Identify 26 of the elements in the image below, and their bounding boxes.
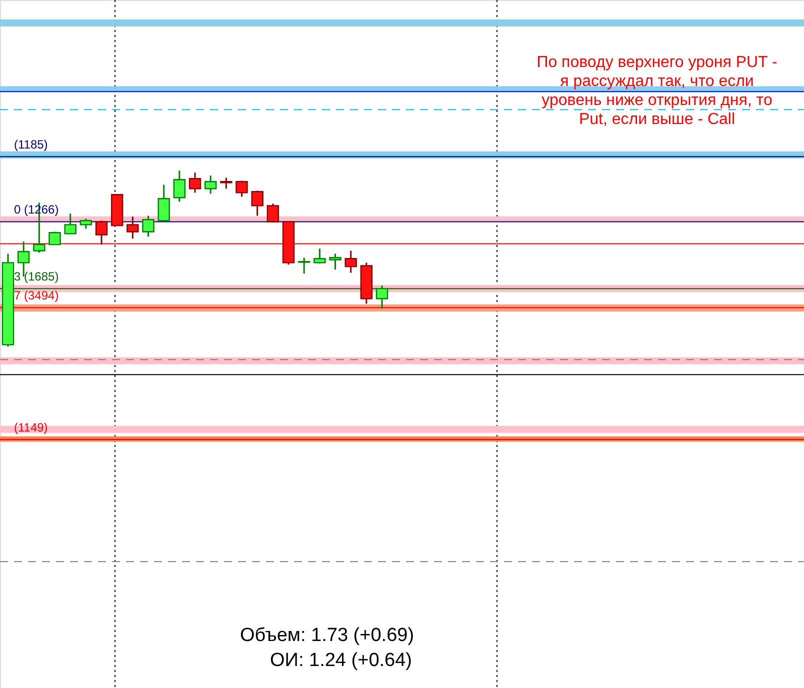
candlestick (298, 256, 310, 274)
candlestick (80, 218, 92, 230)
candlestick (126, 216, 139, 240)
candlestick (173, 170, 186, 202)
candlestick (329, 252, 342, 270)
candlestick (142, 214, 154, 238)
candlestick (204, 174, 217, 194)
candlestick (158, 184, 170, 222)
annotation: ОИ: 1.24 (+0.64) (270, 650, 412, 671)
candlestick (251, 190, 264, 216)
annotation: Объем: 1.73 (+0.69) (240, 625, 414, 646)
candlestick (188, 172, 202, 194)
annotation: 3 (1685) (14, 270, 59, 284)
candlestick (266, 202, 280, 224)
candlestick (344, 250, 357, 274)
candlestick (236, 180, 248, 198)
annotation: 7 (3494) (14, 288, 59, 303)
annotation: (1185) (14, 138, 48, 152)
candlestick (376, 284, 388, 310)
candlestick (48, 230, 61, 246)
candlestick (64, 212, 76, 234)
annotation: (1149) (14, 420, 48, 435)
text: По поводу верхнего уроня PUT - я рассуждал так, что если уровень ниже открытия дня, то Put, если выше - Call (536, 54, 778, 128)
candlestick (314, 248, 326, 264)
candlestick (220, 176, 232, 190)
candlestick (95, 220, 108, 246)
